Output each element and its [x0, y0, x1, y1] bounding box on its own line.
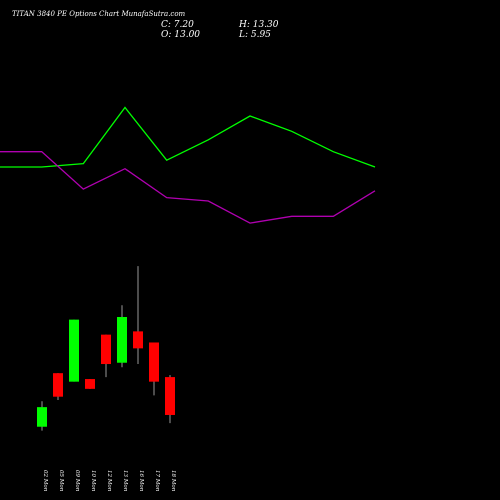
close-value: C: 7.20 [161, 20, 194, 30]
x-tick-label: 18 Mon [170, 470, 176, 492]
x-tick-label: 12 Mon [106, 470, 112, 492]
candle-body-down [133, 331, 143, 349]
x-tick-label: 13 Mon [122, 470, 128, 492]
candle-body-down [85, 379, 95, 389]
x-tick-label: 09 Mon [74, 470, 80, 492]
purple-indicator-line [0, 151, 376, 224]
candle-body-up [117, 317, 127, 363]
green-indicator-line [0, 106, 376, 168]
candle-body-down [101, 334, 111, 365]
x-tick-label: 02 Mon [42, 470, 48, 492]
candle [117, 305, 127, 368]
low-value: L: 5.95 [238, 30, 271, 40]
candle [53, 373, 63, 400]
x-axis-ticks: 02 Mon 05 Mon 09 Mon 10 Mon 12 Mon 13 Mon 16 M… [42, 470, 176, 492]
candle-body-up [69, 319, 79, 382]
candle-body-down [149, 342, 159, 382]
high-value: H: 13.30 [238, 20, 279, 30]
x-tick-label: 05 Mon [58, 470, 64, 492]
candle [133, 266, 143, 365]
x-tick-label: 16 Mon [138, 470, 144, 492]
candle-body-down [53, 373, 63, 397]
candle [37, 401, 47, 431]
candle [85, 379, 95, 389]
candle-body-down [165, 377, 175, 415]
candle [101, 334, 111, 378]
x-tick-label: 17 Mon [154, 470, 160, 492]
candle [69, 319, 79, 382]
candle-body-up [37, 407, 47, 427]
chart-title: TITAN 3840 PE Options Chart MunafaSutra.… [12, 10, 186, 18]
candle [149, 342, 159, 396]
candlestick-series [37, 266, 175, 431]
x-tick-label: 10 Mon [90, 470, 96, 492]
indicator-lines [0, 106, 376, 224]
open-value: O: 13.00 [161, 30, 200, 40]
candle [165, 375, 175, 424]
